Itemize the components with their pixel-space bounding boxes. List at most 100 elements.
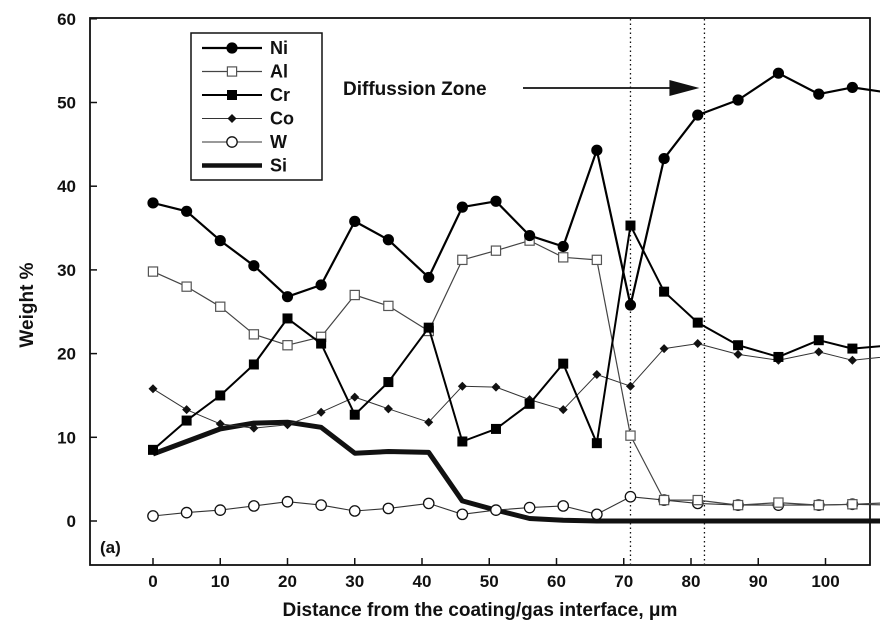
- x-tick-label: 90: [749, 572, 768, 591]
- point-co: [625, 381, 635, 391]
- point-ni: [315, 279, 327, 291]
- series-ni: [147, 67, 880, 311]
- point-cr: [383, 377, 394, 388]
- y-tick-label: 40: [57, 177, 76, 196]
- legend-item-al: Al: [202, 62, 288, 82]
- point-cr: [773, 351, 784, 362]
- point-al: [692, 494, 703, 506]
- series-si: [152, 419, 880, 524]
- legend-marker-cr: [227, 90, 237, 100]
- point-ni: [524, 229, 536, 242]
- point-cr: [591, 438, 602, 449]
- diffusion-zone-boundaries: [629, 19, 706, 564]
- y-tick-label: 50: [57, 94, 76, 113]
- point-al: [558, 252, 569, 263]
- point-co: [457, 381, 467, 391]
- legend-marker-w: [226, 136, 238, 148]
- point-ni: [692, 109, 704, 121]
- point-co: [847, 355, 857, 365]
- series-cr: [148, 220, 880, 455]
- series-line-si: [152, 419, 880, 524]
- point-w: [248, 500, 260, 512]
- x-tick-label: 100: [811, 572, 839, 591]
- legend-marker-co: [227, 114, 237, 123]
- point-al: [248, 329, 260, 340]
- annotation-text: Diffussion Zone: [343, 79, 487, 100]
- point-cr: [316, 338, 327, 349]
- point-al: [813, 499, 824, 511]
- point-ni: [813, 88, 825, 100]
- point-co: [316, 407, 326, 417]
- legend-label-co: Co: [270, 109, 294, 129]
- legend-label-ni: Ni: [270, 38, 288, 58]
- point-co: [182, 405, 192, 415]
- point-w: [523, 501, 536, 514]
- x-tick-label: 60: [547, 572, 566, 591]
- point-ni: [281, 291, 294, 303]
- point-cr: [181, 415, 192, 426]
- point-w: [382, 502, 395, 515]
- legend-marker-al: [226, 66, 238, 77]
- point-co: [215, 419, 225, 429]
- y-axis-label: Weight %: [17, 262, 38, 347]
- point-ni: [214, 235, 226, 247]
- legend-item-w: W: [202, 132, 287, 152]
- panel-label: (a): [100, 538, 121, 557]
- diffusion-zone-annotation: Diffussion Zone: [343, 79, 700, 100]
- point-cr: [659, 286, 670, 297]
- annotation-arrowhead: [669, 80, 700, 96]
- point-ni: [732, 94, 744, 106]
- point-co: [558, 405, 568, 415]
- point-cr: [813, 335, 824, 346]
- point-ni: [456, 201, 468, 213]
- point-ni: [349, 215, 361, 227]
- point-w: [590, 508, 603, 521]
- point-w: [315, 499, 327, 511]
- legend-marker-ni: [226, 42, 238, 54]
- point-co: [383, 404, 393, 414]
- point-ni: [423, 271, 435, 284]
- point-cr: [524, 398, 535, 409]
- legend-label-si: Si: [270, 156, 287, 176]
- y-tick-label: 30: [57, 261, 76, 280]
- point-cr: [215, 390, 226, 401]
- series-line-co: [152, 343, 880, 429]
- series-w: [147, 490, 880, 522]
- series-line-al: [152, 240, 880, 506]
- point-w: [456, 508, 469, 521]
- point-al: [490, 245, 502, 256]
- point-ni: [591, 144, 603, 156]
- point-co: [350, 392, 360, 402]
- point-cr: [148, 444, 158, 455]
- point-cr: [349, 409, 360, 420]
- legend-box: [190, 32, 323, 181]
- point-al: [732, 499, 744, 511]
- point-ni: [382, 234, 394, 246]
- y-axis-ticks: 0 10 20 30 40 50 60: [57, 10, 97, 531]
- x-tick-label: 80: [682, 572, 701, 591]
- x-tick-label: 10: [211, 572, 230, 591]
- legend-item-co: Co: [202, 109, 294, 129]
- point-w: [490, 504, 502, 516]
- point-ni: [557, 240, 569, 253]
- point-al: [658, 494, 670, 506]
- x-tick-label: 50: [480, 572, 499, 591]
- point-co: [592, 370, 602, 380]
- legend-label-al: Al: [270, 62, 288, 82]
- point-al: [349, 289, 360, 301]
- point-co: [491, 382, 501, 392]
- point-cr: [282, 313, 293, 324]
- point-cr: [692, 317, 703, 328]
- point-ni: [248, 260, 260, 272]
- series-line-cr: [152, 224, 880, 451]
- point-al: [591, 254, 603, 266]
- point-al: [215, 301, 226, 312]
- point-cr: [733, 340, 744, 351]
- x-tick-label: 20: [278, 572, 297, 591]
- point-al: [181, 281, 192, 292]
- x-tick-label: 30: [345, 572, 364, 591]
- point-co: [659, 344, 669, 354]
- legend-item-si: Si: [202, 156, 287, 176]
- legend-label-w: W: [270, 132, 287, 152]
